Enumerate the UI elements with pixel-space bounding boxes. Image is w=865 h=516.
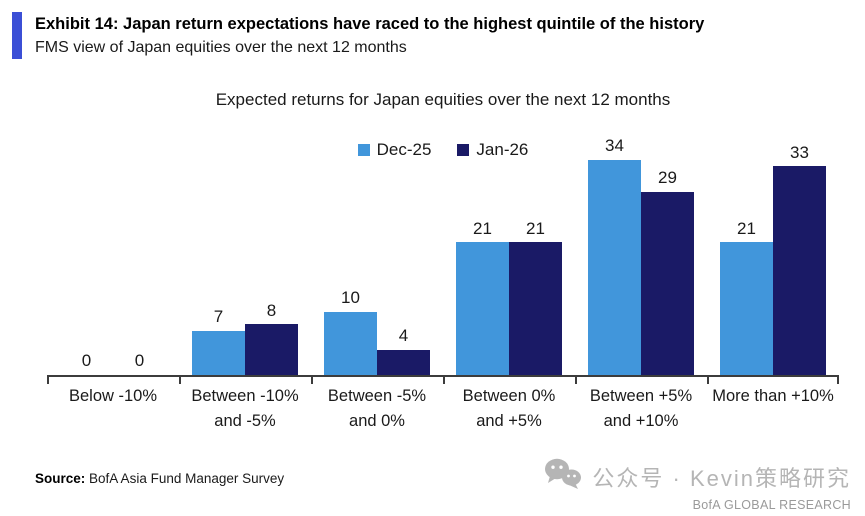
bar-column: 8 xyxy=(245,300,298,375)
x-axis-label: More than +10% xyxy=(712,387,834,405)
value-label: 4 xyxy=(398,326,409,346)
bar-pair: 10 4 xyxy=(324,288,430,375)
wechat-icon xyxy=(544,458,582,495)
source-label: Source: xyxy=(35,471,86,486)
bar-pair: 34 29 xyxy=(588,137,694,375)
bar-column: 4 xyxy=(377,326,430,375)
legend-swatch-icon xyxy=(357,144,370,156)
bar-jan-26-2 xyxy=(377,349,430,375)
axis-tick xyxy=(707,375,709,384)
axis-tick xyxy=(47,375,49,384)
watermark-row: 公众号 · Kevin策略研究 xyxy=(544,458,851,495)
bar-dec-25-1 xyxy=(192,330,245,375)
bar-group: 21 21 xyxy=(443,162,575,375)
value-label: 21 xyxy=(737,218,756,238)
exhibit-title: Exhibit 14: Japan return expectations ha… xyxy=(35,15,705,33)
bar-column: 0 xyxy=(113,352,166,375)
bar-column: 21 xyxy=(720,218,773,375)
legend-swatch-icon xyxy=(457,144,470,156)
axis-tick xyxy=(443,375,445,384)
bar-column: 33 xyxy=(773,142,826,375)
value-label: 7 xyxy=(213,307,224,327)
axis-tick xyxy=(179,375,181,384)
legend-item-dec-25: Dec-25 xyxy=(357,140,432,160)
legend-item-jan-26: Jan-26 xyxy=(457,140,528,160)
brand-text: BofA GLOBAL RESEARCH xyxy=(692,498,851,512)
header-text: Exhibit 14: Japan return expectations ha… xyxy=(35,12,704,59)
bar-group: 34 29 xyxy=(575,137,707,375)
bar-dec-25-5 xyxy=(720,242,773,375)
x-axis-label: Between 0% and +5% xyxy=(462,387,556,430)
bar-column: 0 xyxy=(60,352,113,375)
x-axis-labels: Below -10% Between -10% and -5% Between -5… xyxy=(47,384,839,434)
bar-dec-25-2 xyxy=(324,311,377,375)
value-label: 0 xyxy=(134,351,145,371)
bar-jan-26-4 xyxy=(641,191,694,375)
plot-area: 0 0 7 8 10 4 21 21 34 29 21 33 xyxy=(47,137,839,384)
x-axis-label: Between -10% and -5% xyxy=(191,387,299,430)
watermark-text: 公众号 · Kevin策略研究 xyxy=(592,465,851,491)
exhibit-subtitle: FMS view of Japan equities over the next… xyxy=(35,39,407,57)
axis-tick xyxy=(837,375,839,384)
bar-column: 34 xyxy=(588,137,641,375)
source-text: BofA Asia Fund Manager Survey xyxy=(89,471,285,486)
bar-pair: 21 21 xyxy=(456,218,562,375)
exhibit-header: Exhibit 14: Japan return expectations ha… xyxy=(12,12,704,59)
chart-legend: Dec-25 Jan-26 xyxy=(47,140,839,160)
x-axis-label: Between -5% and 0% xyxy=(327,387,427,430)
value-label: 21 xyxy=(526,218,545,238)
bar-group: 10 4 xyxy=(311,162,443,375)
value-label: 10 xyxy=(341,288,360,308)
bar-dec-25-4 xyxy=(588,160,641,375)
bar-column: 7 xyxy=(192,307,245,375)
value-label: 34 xyxy=(605,136,624,156)
x-axis-label: Below -10% xyxy=(68,387,158,405)
watermark: 公众号 · Kevin策略研究 BofA GLOBAL RESEARCH xyxy=(544,458,851,512)
legend-label: Dec-25 xyxy=(376,140,432,159)
bar-jan-26-5 xyxy=(773,166,826,375)
bar-pair: 21 33 xyxy=(720,142,826,375)
bar-jan-26-1 xyxy=(245,324,298,375)
chart-title: Expected returns for Japan equities over… xyxy=(215,90,671,109)
value-label: 33 xyxy=(790,142,809,162)
value-label: 8 xyxy=(266,300,277,320)
bar-chart: Expected returns for Japan equities over… xyxy=(47,90,839,434)
bar-dec-25-3 xyxy=(456,242,509,375)
bar-column: 21 xyxy=(509,218,562,375)
bar-jan-26-3 xyxy=(509,242,562,375)
value-label: 21 xyxy=(473,218,492,238)
bar-group: 21 33 xyxy=(707,143,839,375)
value-label: 0 xyxy=(81,351,92,371)
axis-tick xyxy=(311,375,313,384)
bar-column: 21 xyxy=(456,218,509,375)
accent-bar xyxy=(12,12,22,59)
legend-label: Jan-26 xyxy=(476,140,529,159)
value-label: 29 xyxy=(658,167,677,187)
source-line: Source: BofA Asia Fund Manager Survey xyxy=(35,471,284,486)
bar-column: 29 xyxy=(641,167,694,375)
axis-tick xyxy=(575,375,577,384)
x-axis-label: Between +5% and +10% xyxy=(589,387,693,430)
bar-column: 10 xyxy=(324,288,377,375)
